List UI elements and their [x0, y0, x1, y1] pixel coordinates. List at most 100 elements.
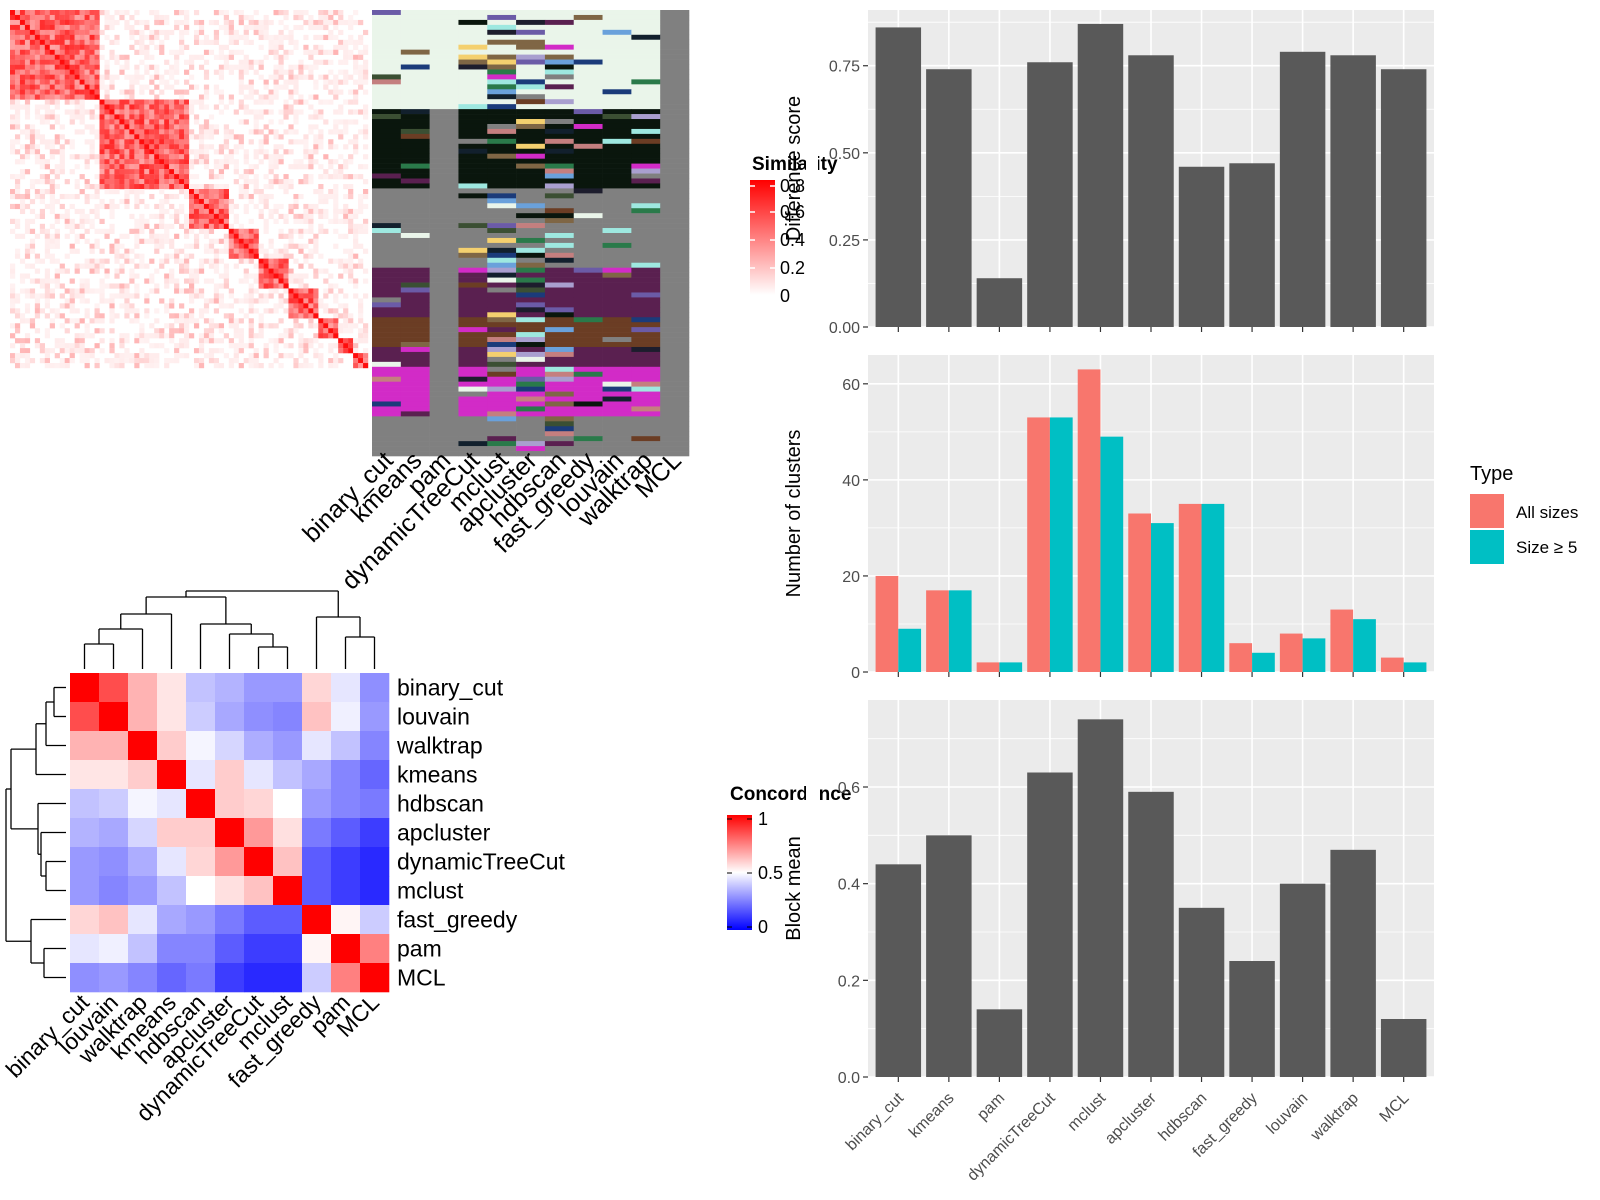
label-cell — [458, 133, 488, 140]
similarity-cell — [74, 268, 80, 274]
similarity-cell — [213, 263, 220, 269]
similarity-cell — [338, 218, 344, 225]
similarity-cell — [154, 288, 160, 294]
label-cell — [400, 431, 430, 437]
similarity-cell — [268, 278, 274, 284]
similarity-cell — [189, 283, 195, 289]
similarity-cell — [39, 154, 46, 160]
label-cell — [458, 228, 488, 234]
similarity-cell — [303, 34, 309, 41]
similarity-cell — [19, 54, 26, 60]
similarity-cell — [89, 64, 95, 70]
similarity-cell — [338, 348, 344, 354]
label-cell — [631, 64, 661, 70]
label-cell — [429, 287, 459, 293]
similarity-cell — [39, 139, 46, 145]
label-cell — [400, 297, 430, 303]
similarity-cell — [154, 243, 160, 249]
top-method-labels: binary_cutkmeanspamdynamicTreeCutmclusta… — [297, 446, 687, 595]
label-cell — [372, 153, 402, 159]
similarity-cell — [174, 248, 180, 254]
label-cell — [602, 346, 632, 353]
similarity-cell — [358, 109, 364, 115]
concordance-cell — [215, 760, 245, 790]
label-cell — [400, 317, 430, 323]
label-cell — [400, 446, 430, 452]
similarity-cell — [268, 169, 274, 175]
similarity-cell — [104, 283, 110, 289]
similarity-cell — [164, 84, 170, 90]
label-cell — [487, 267, 517, 273]
similarity-cell — [34, 213, 41, 220]
label-cell — [516, 228, 546, 234]
similarity-cell — [39, 64, 46, 70]
similarity-cell — [154, 109, 160, 115]
similarity-cell — [189, 54, 195, 60]
similarity-cell — [134, 39, 140, 46]
similarity-cell — [149, 353, 155, 359]
label-cell — [372, 312, 402, 318]
similarity-cell — [129, 84, 135, 90]
label-cell — [487, 223, 517, 229]
similarity-cell — [218, 238, 225, 244]
label-cell — [372, 128, 402, 135]
similarity-cell — [104, 59, 110, 65]
similarity-cell — [233, 263, 239, 269]
label-cell — [458, 94, 488, 100]
similarity-cell — [253, 174, 259, 180]
similarity-cell — [149, 104, 155, 110]
similarity-cell — [179, 179, 185, 185]
similarity-cell — [104, 19, 110, 26]
label-cell — [516, 386, 546, 392]
similarity-cell — [154, 223, 160, 229]
concordance-row-label: dynamicTreeCut — [397, 849, 565, 875]
label-cell — [458, 287, 488, 293]
similarity-cell — [144, 124, 150, 130]
similarity-cell — [79, 293, 85, 299]
similarity-cell — [169, 164, 175, 170]
similarity-cell — [303, 243, 309, 249]
similarity-cell — [179, 99, 185, 105]
similarity-cell — [198, 39, 205, 46]
label-cell — [487, 421, 517, 427]
similarity-cell — [39, 79, 46, 85]
similarity-cell — [24, 24, 31, 31]
label-cell — [573, 119, 603, 125]
similarity-cell — [84, 218, 90, 225]
similarity-cell — [233, 34, 239, 41]
similarity-cell — [24, 333, 31, 339]
similarity-cell — [34, 313, 41, 319]
bar-size-5 — [1049, 417, 1073, 672]
similarity-cell — [288, 278, 294, 284]
similarity-cell — [79, 39, 85, 46]
label-cell — [458, 208, 488, 214]
similarity-cell — [263, 248, 269, 254]
similarity-cell — [39, 10, 46, 16]
similarity-cell — [144, 84, 150, 90]
label-cell — [487, 426, 517, 432]
label-cell — [602, 327, 632, 333]
similarity-cell — [213, 10, 220, 16]
concordance-cell — [360, 673, 390, 703]
similarity-cell — [154, 114, 160, 120]
similarity-cell — [109, 14, 115, 21]
label-cell — [400, 421, 430, 427]
similarity-cell — [19, 14, 26, 21]
similarity-cell — [193, 84, 200, 90]
similarity-cell — [333, 144, 339, 150]
concordance-row-label: MCL — [397, 965, 446, 991]
similarity-cell — [338, 10, 344, 16]
label-cell — [487, 128, 517, 135]
label-cell — [660, 128, 690, 135]
similarity-cell — [278, 353, 284, 359]
similarity-cell — [323, 328, 329, 334]
similarity-cell — [283, 114, 289, 120]
label-cell — [602, 406, 632, 412]
concordance-cell — [99, 818, 129, 848]
label-cell — [516, 89, 546, 95]
similarity-cell — [203, 39, 210, 46]
bar — [1229, 163, 1275, 327]
similarity-cell — [363, 64, 369, 70]
similarity-cell — [89, 59, 95, 65]
similarity-cell — [333, 89, 339, 95]
